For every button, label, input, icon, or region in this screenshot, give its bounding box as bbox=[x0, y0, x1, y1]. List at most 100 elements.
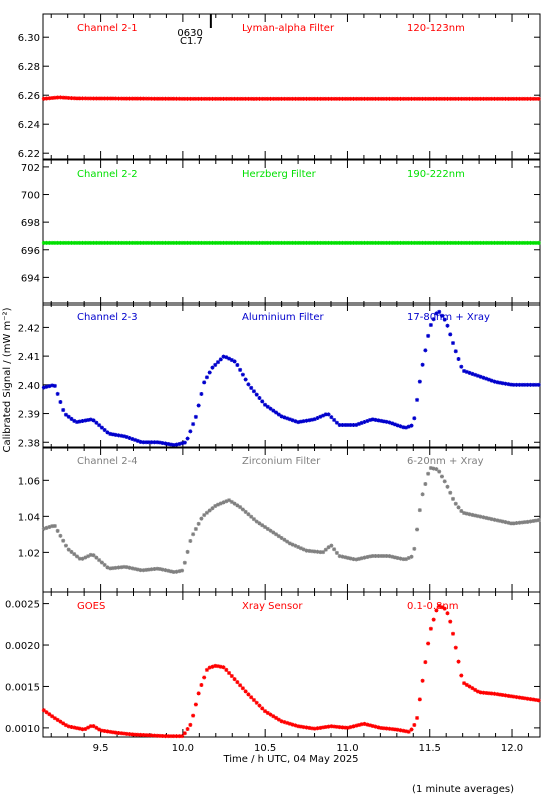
data-point bbox=[229, 358, 234, 363]
data-point bbox=[310, 549, 315, 554]
data-point bbox=[185, 240, 190, 245]
data-point bbox=[113, 730, 118, 735]
data-point bbox=[453, 349, 458, 354]
data-point bbox=[528, 697, 533, 702]
data-point bbox=[224, 499, 229, 504]
data-point bbox=[351, 724, 356, 729]
data-point bbox=[514, 695, 519, 700]
data-point bbox=[323, 547, 328, 552]
data-point bbox=[509, 694, 514, 699]
data-point bbox=[149, 440, 154, 445]
data-point bbox=[229, 499, 234, 504]
data-point bbox=[50, 524, 55, 529]
data-point bbox=[246, 240, 251, 245]
data-point bbox=[307, 240, 312, 245]
data-point bbox=[268, 96, 273, 101]
data-point bbox=[88, 552, 93, 557]
data-point bbox=[279, 240, 284, 245]
data-point bbox=[243, 377, 248, 382]
data-point bbox=[133, 96, 138, 101]
data-point bbox=[384, 726, 389, 731]
data-point bbox=[307, 548, 312, 553]
data-point bbox=[492, 379, 497, 384]
data-point bbox=[326, 724, 331, 729]
data-point bbox=[249, 96, 254, 101]
data-point bbox=[210, 664, 215, 669]
data-point bbox=[47, 712, 52, 717]
data-point bbox=[381, 726, 386, 731]
data-point bbox=[99, 240, 104, 245]
data-point bbox=[182, 96, 187, 101]
data-point bbox=[390, 554, 395, 559]
data-point bbox=[268, 240, 273, 245]
data-point bbox=[312, 96, 317, 101]
data-point bbox=[329, 724, 334, 729]
data-point bbox=[144, 440, 149, 445]
data-point bbox=[196, 521, 201, 526]
data-point bbox=[124, 435, 129, 440]
data-point bbox=[307, 725, 312, 730]
data-point bbox=[235, 240, 240, 245]
data-point bbox=[185, 549, 190, 554]
data-point bbox=[387, 240, 392, 245]
data-point bbox=[249, 695, 254, 700]
data-point bbox=[473, 240, 478, 245]
data-point bbox=[321, 96, 326, 101]
data-point bbox=[144, 733, 149, 738]
data-point bbox=[343, 555, 348, 560]
data-point bbox=[298, 419, 303, 424]
data-point bbox=[146, 240, 151, 245]
data-point bbox=[298, 546, 303, 551]
data-point bbox=[133, 566, 138, 571]
data-point bbox=[506, 96, 511, 101]
data-point bbox=[105, 430, 110, 435]
data-point bbox=[475, 689, 480, 694]
data-point bbox=[122, 240, 127, 245]
data-point bbox=[61, 408, 66, 413]
data-point bbox=[210, 240, 215, 245]
data-point bbox=[202, 513, 207, 518]
data-point bbox=[401, 96, 406, 101]
data-point bbox=[495, 240, 500, 245]
data-point bbox=[525, 696, 530, 701]
data-point bbox=[528, 382, 533, 387]
data-point bbox=[323, 725, 328, 730]
data-point bbox=[500, 693, 505, 698]
data-point bbox=[204, 240, 209, 245]
data-point bbox=[157, 96, 162, 101]
data-point bbox=[298, 240, 303, 245]
data-point bbox=[61, 721, 66, 726]
data-point bbox=[166, 240, 171, 245]
panel-frame bbox=[42, 13, 541, 160]
data-point bbox=[177, 734, 182, 739]
data-point bbox=[301, 96, 306, 101]
data-point bbox=[392, 240, 397, 245]
data-point bbox=[379, 725, 384, 730]
data-point bbox=[500, 240, 505, 245]
data-point bbox=[522, 96, 527, 101]
data-point bbox=[484, 376, 489, 381]
data-point bbox=[182, 240, 187, 245]
data-point bbox=[202, 675, 207, 680]
data-point bbox=[72, 725, 77, 730]
data-point bbox=[511, 240, 516, 245]
data-point bbox=[290, 542, 295, 547]
data-point bbox=[423, 482, 428, 487]
data-point bbox=[130, 566, 135, 571]
data-point bbox=[343, 96, 348, 101]
data-point bbox=[348, 423, 353, 428]
data-point bbox=[343, 725, 348, 730]
data-point bbox=[232, 677, 237, 682]
data-point bbox=[276, 717, 281, 722]
y-tick-label: 1.04 bbox=[18, 512, 40, 523]
data-point bbox=[122, 434, 127, 439]
data-point bbox=[426, 641, 431, 646]
data-point bbox=[492, 517, 497, 522]
data-point bbox=[216, 502, 221, 507]
data-point bbox=[498, 518, 503, 523]
data-point bbox=[334, 724, 339, 729]
data-point bbox=[506, 693, 511, 698]
data-point bbox=[99, 425, 104, 430]
data-point bbox=[69, 416, 74, 421]
